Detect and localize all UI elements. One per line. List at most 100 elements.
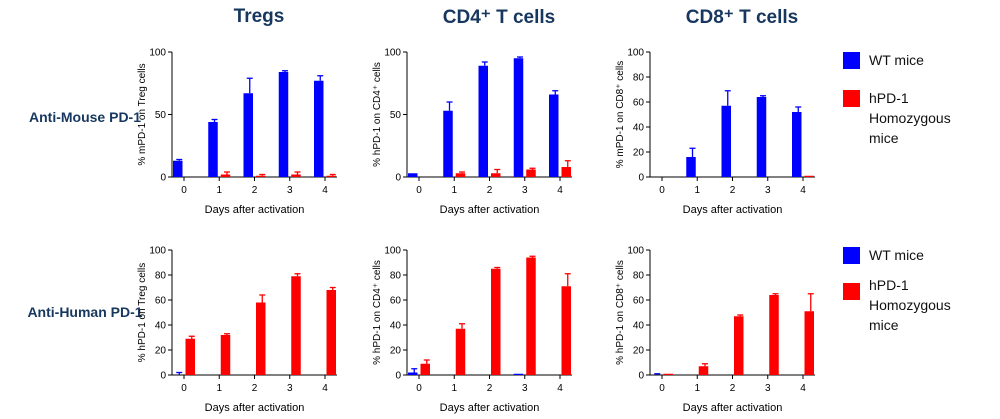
bar bbox=[220, 335, 231, 375]
bar bbox=[478, 65, 488, 177]
y-tick-label: 40 bbox=[633, 321, 645, 332]
x-tick-label: 4 bbox=[557, 383, 563, 394]
bar bbox=[734, 316, 744, 375]
x-tick-label: 4 bbox=[322, 185, 328, 196]
bar bbox=[326, 290, 336, 375]
bar bbox=[208, 122, 218, 177]
y-tick-label: 80 bbox=[390, 271, 402, 282]
bar bbox=[455, 173, 466, 177]
bar bbox=[549, 94, 559, 177]
legend-swatch-hpd1 bbox=[843, 90, 860, 107]
x-tick-label: 4 bbox=[322, 383, 328, 394]
legend-swatch-hpd1 bbox=[843, 283, 860, 300]
x-tick-label: 4 bbox=[557, 185, 563, 196]
y-axis-title: % mPD-1 on Treg cells bbox=[137, 63, 148, 165]
x-tick-label: 3 bbox=[765, 383, 771, 394]
bar bbox=[173, 160, 183, 177]
y-tick-label: 100 bbox=[149, 246, 166, 257]
y-tick-label: 100 bbox=[627, 246, 644, 257]
legend-label-wt: WT mice bbox=[869, 247, 924, 263]
bar bbox=[698, 366, 709, 375]
legend-label-hpd1: hPD-1 Homozygous mice bbox=[869, 90, 951, 146]
column-title-cd8: CD8⁺ T cells bbox=[685, 7, 799, 28]
bar bbox=[256, 302, 266, 375]
x-tick-label: 0 bbox=[416, 383, 422, 394]
x-tick-label: 2 bbox=[252, 383, 258, 394]
bar bbox=[804, 175, 814, 177]
row-label-anti-human: Anti-Human PD-1 bbox=[27, 304, 143, 320]
x-tick-label: 0 bbox=[416, 185, 422, 196]
y-tick-label: 0 bbox=[395, 173, 401, 184]
y-tick-label: 60 bbox=[633, 98, 645, 109]
bar bbox=[455, 328, 466, 375]
x-tick-label: 3 bbox=[522, 383, 528, 394]
x-tick-label: 3 bbox=[522, 185, 528, 196]
x-tick-label: 1 bbox=[216, 185, 222, 196]
y-axis-title: % hPD-1 on CD4⁺ cells bbox=[372, 260, 383, 365]
bar bbox=[243, 93, 253, 177]
legend-swatch-wt bbox=[843, 52, 860, 69]
x-tick-label: 3 bbox=[765, 185, 771, 196]
bar bbox=[408, 372, 418, 375]
chart-panel-mouse-cd8: 0 20 40 60 80 100 0 1 2 3 4 Days after activation % … bbox=[615, 48, 815, 216]
y-tick-label: 0 bbox=[638, 371, 644, 382]
x-tick-label: 2 bbox=[252, 185, 258, 196]
legend-label-wt: WT mice bbox=[869, 52, 924, 68]
y-tick-label: 100 bbox=[384, 246, 401, 257]
x-tick-label: 3 bbox=[287, 185, 293, 196]
y-tick-label: 20 bbox=[633, 346, 645, 357]
x-tick-label: 2 bbox=[487, 383, 493, 394]
x-tick-label: 2 bbox=[487, 185, 493, 196]
x-axis-title: Days after activation bbox=[440, 402, 540, 414]
bar bbox=[769, 295, 779, 375]
y-tick-label: 100 bbox=[149, 48, 166, 59]
y-tick-label: 40 bbox=[155, 321, 167, 332]
x-tick-label: 3 bbox=[287, 383, 293, 394]
chart-panel-human-treg: 0 20 40 60 80 100 0 1 2 3 4 Days after activation % … bbox=[137, 246, 337, 414]
legend-label-hpd1: hPD-1 Homozygous mice bbox=[869, 277, 951, 333]
bar bbox=[291, 174, 301, 177]
y-tick-label: 60 bbox=[155, 296, 167, 307]
legend-top: WT mice hPD-1 Homozygous mice bbox=[843, 50, 1000, 146]
bar bbox=[420, 363, 430, 375]
x-axis-title: Days after activation bbox=[205, 204, 305, 216]
y-tick-label: 80 bbox=[633, 271, 645, 282]
y-tick-label: 50 bbox=[390, 110, 402, 121]
y-tick-label: 0 bbox=[638, 173, 644, 184]
bar bbox=[314, 80, 324, 177]
x-tick-label: 0 bbox=[659, 383, 665, 394]
bar bbox=[443, 110, 453, 177]
y-axis-title: % mPD-1 on CD8⁺ cells bbox=[615, 61, 626, 169]
x-tick-label: 1 bbox=[694, 383, 700, 394]
bar bbox=[561, 286, 571, 375]
bar bbox=[513, 373, 524, 375]
x-axis-title: Days after activation bbox=[205, 402, 305, 414]
x-tick-label: 1 bbox=[694, 185, 700, 196]
row-label-anti-mouse: Anti-Mouse PD-1 bbox=[29, 109, 141, 125]
y-tick-label: 0 bbox=[160, 173, 166, 184]
bar bbox=[804, 311, 814, 375]
bar bbox=[526, 169, 536, 177]
x-tick-label: 0 bbox=[181, 383, 187, 394]
y-tick-label: 40 bbox=[633, 123, 645, 134]
chart-panel-human-cd4: 0 20 40 60 80 100 0 1 2 3 4 Days after activation % … bbox=[372, 246, 572, 414]
column-title-cd4: CD4⁺ T cells bbox=[442, 7, 556, 28]
bar bbox=[256, 175, 266, 177]
y-tick-label: 20 bbox=[155, 346, 167, 357]
chart-panel-mouse-cd4: 0 50 100 0 1 2 3 4 Days after activation % hPD-1 … bbox=[372, 48, 572, 216]
x-tick-label: 1 bbox=[451, 185, 457, 196]
x-tick-label: 4 bbox=[800, 383, 806, 394]
y-axis-title: % hPD-1 on CD8⁺ cells bbox=[615, 260, 626, 365]
y-tick-label: 60 bbox=[633, 296, 645, 307]
bar bbox=[408, 173, 418, 177]
y-tick-label: 0 bbox=[160, 371, 166, 382]
x-tick-label: 4 bbox=[800, 185, 806, 196]
bar bbox=[663, 373, 673, 375]
chart-panel-human-cd8: 0 20 40 60 80 100 0 1 2 3 4 Days after activation % … bbox=[615, 246, 815, 414]
bar bbox=[185, 338, 195, 375]
legend-bottom: WT mice hPD-1 Homozygous mice bbox=[843, 245, 1000, 335]
bar bbox=[291, 276, 301, 375]
x-tick-label: 0 bbox=[659, 185, 665, 196]
bar bbox=[686, 157, 696, 177]
y-tick-label: 60 bbox=[390, 296, 402, 307]
